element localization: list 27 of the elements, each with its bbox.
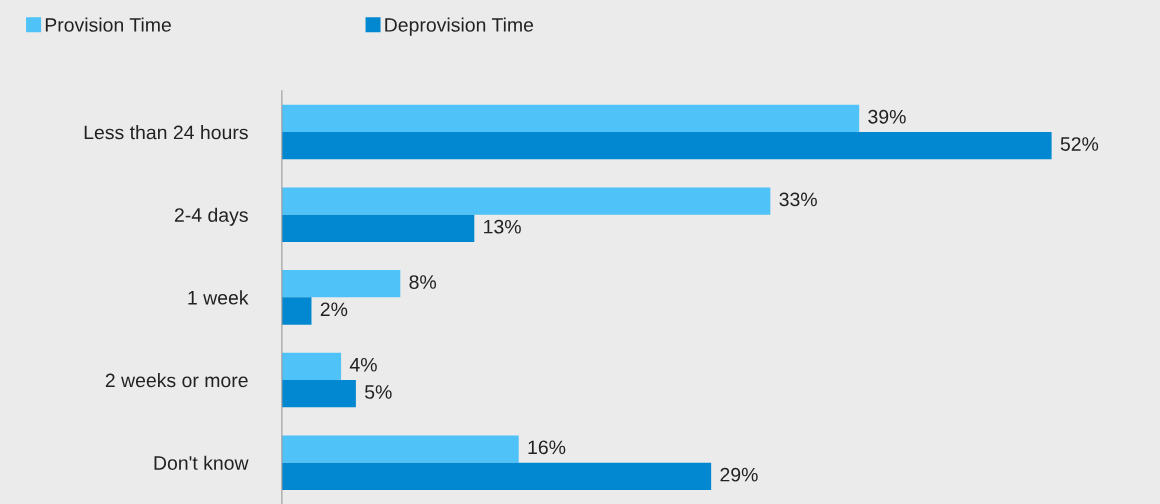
- bar: [281, 462, 712, 490]
- bar: [281, 380, 356, 408]
- bar: [281, 214, 475, 242]
- data-label: 5%: [365, 385, 392, 399]
- data-label: 8%: [409, 275, 437, 289]
- legend-label: Provision Time: [45, 17, 171, 32]
- y-tick-label: 1 week: [188, 290, 249, 305]
- bar: [281, 104, 860, 133]
- y-tick-label: Less than 24 hours: [84, 125, 248, 140]
- bar: [281, 435, 519, 463]
- bar: [281, 270, 401, 298]
- data-label: 16%: [528, 440, 566, 455]
- data-label: 4%: [349, 357, 377, 372]
- y-tick-label: 2-4 days: [174, 207, 248, 226]
- data-label: 39%: [868, 109, 906, 124]
- bar: [281, 352, 342, 381]
- data-label: 33%: [779, 192, 817, 207]
- legend-label: Deprovision Time: [385, 17, 534, 36]
- bar: [281, 187, 771, 215]
- data-label: 2%: [320, 302, 348, 317]
- bar: [281, 297, 312, 325]
- y-tick-label: Don't know: [154, 455, 249, 470]
- data-label: 13%: [484, 219, 521, 234]
- y-tick-label: 2 weeks or more: [105, 372, 248, 388]
- data-label: 52%: [1060, 137, 1099, 151]
- bar: [281, 132, 1052, 160]
- data-label: 29%: [720, 467, 758, 482]
